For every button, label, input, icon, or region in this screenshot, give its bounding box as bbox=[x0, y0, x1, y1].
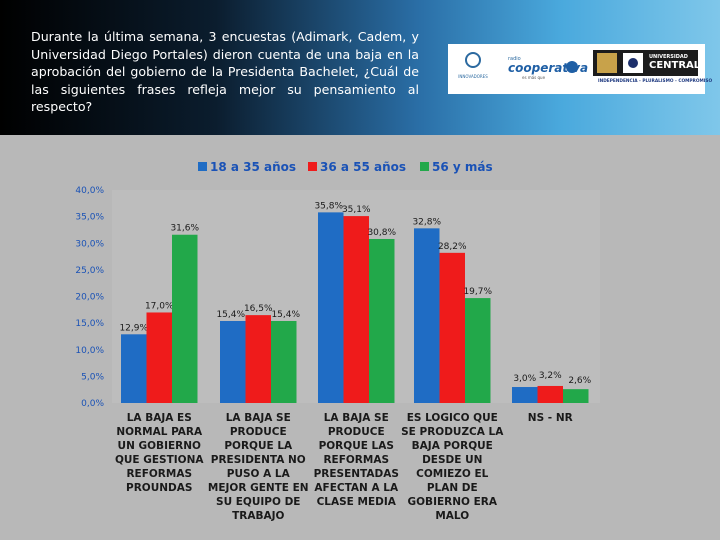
udp-seal-icon bbox=[623, 53, 643, 73]
bar bbox=[172, 234, 198, 403]
innovadores-logo: INNOVADORES bbox=[458, 50, 488, 90]
bar-chart: 0,0% 5,0% 10,0% 15,0% 20,0% 25,0% 30,0% 35,0% 40… bbox=[75, 160, 600, 522]
category-label: LA BAJA ES bbox=[127, 412, 192, 424]
category-label: PROUNDAS bbox=[126, 482, 192, 494]
category-label: AFECTAN A LA bbox=[314, 482, 399, 494]
category-label: PLAN DE bbox=[427, 482, 478, 494]
category-label: REFORMAS bbox=[126, 468, 192, 480]
y-tick-label: 30,0% bbox=[75, 239, 104, 249]
udp-name-line1: UNIVERSIDAD bbox=[649, 54, 688, 60]
category-label: NORMAL PARA bbox=[116, 426, 203, 438]
category-label: PRESIDENTA NO bbox=[211, 454, 306, 466]
data-label: 17,0% bbox=[145, 301, 174, 311]
category-label: QUE GESTIONA bbox=[115, 454, 204, 466]
category-label: PRODUCE bbox=[328, 426, 385, 438]
category-label: PUSO A LA bbox=[227, 468, 291, 480]
sponsor-logos: INNOVADORES radio cooperativa es más que… bbox=[448, 44, 712, 94]
legend-label: 56 y más bbox=[432, 160, 493, 174]
survey-question: Durante la última semana, 3 encuestas (A… bbox=[31, 29, 419, 115]
category-label: COMIEZO EL bbox=[416, 468, 489, 480]
cooperativa-logo: radio cooperativa es más que bbox=[508, 56, 588, 82]
legend-swatch bbox=[198, 162, 207, 171]
cooperativa-circle-icon bbox=[566, 61, 578, 73]
bar bbox=[414, 228, 440, 403]
innovadores-text: INNOVADORES bbox=[458, 74, 488, 79]
y-tick-label: 25,0% bbox=[75, 266, 104, 276]
y-tick-label: 35,0% bbox=[75, 213, 104, 223]
udp-tagline: INDEPENDENCIA - PLURALISMO - COMPROMISO bbox=[598, 79, 713, 84]
bar bbox=[318, 212, 344, 403]
bar bbox=[512, 387, 538, 403]
category-label: LA BAJA SE bbox=[226, 412, 291, 424]
legend-label: 18 a 35 años bbox=[210, 160, 296, 174]
bar bbox=[245, 315, 271, 403]
y-tick-label: 10,0% bbox=[75, 346, 104, 356]
legend-label: 36 a 55 años bbox=[320, 160, 406, 174]
data-label: 3,2% bbox=[539, 371, 562, 381]
category-label: NS - NR bbox=[528, 412, 573, 424]
cooperativa-small: radio bbox=[508, 56, 521, 62]
data-label: 32,8% bbox=[412, 217, 441, 227]
header-banner: Durante la última semana, 3 encuestas (A… bbox=[0, 0, 720, 135]
data-label: 30,8% bbox=[367, 228, 396, 238]
category-label: PRESENTADAS bbox=[314, 468, 399, 480]
y-tick-label: 0,0% bbox=[81, 399, 104, 409]
category-label: PRODUCE bbox=[230, 426, 287, 438]
category-label: UN GOBIERNO bbox=[118, 440, 201, 452]
category-label: LA BAJA SE bbox=[324, 412, 389, 424]
bar bbox=[563, 389, 589, 403]
category-label: GOBIERNO ERA bbox=[408, 496, 498, 508]
category-label: ES LOGICO QUE bbox=[407, 412, 498, 424]
bar bbox=[537, 385, 563, 403]
data-label: 31,6% bbox=[170, 224, 199, 234]
y-tick-label: 40,0% bbox=[75, 186, 104, 196]
data-label: 3,0% bbox=[513, 374, 536, 384]
category-label: REFORMAS bbox=[323, 454, 389, 466]
bar bbox=[439, 252, 465, 403]
data-label: 2,6% bbox=[568, 376, 591, 386]
data-label: 19,7% bbox=[463, 287, 492, 297]
category-label: TRABAJO bbox=[232, 510, 284, 522]
category-label: MEJOR GENTE EN bbox=[208, 482, 309, 494]
y-tick-label: 20,0% bbox=[75, 293, 104, 303]
bar bbox=[121, 334, 147, 403]
category-label: PORQUE LAS bbox=[319, 440, 394, 452]
category-label: SE PRODUZCA LA bbox=[401, 426, 504, 438]
category-label: DESDE UN bbox=[422, 454, 482, 466]
cooperativa-tagline: es más que bbox=[522, 75, 546, 80]
universidad-central-logo: UNIVERSIDAD CENTRAL bbox=[593, 50, 701, 76]
legend-swatch bbox=[420, 162, 429, 171]
category-label: BAJA PORQUE bbox=[412, 440, 493, 452]
data-label: 16,5% bbox=[244, 304, 273, 314]
innovadores-mark-icon bbox=[465, 52, 481, 68]
bar bbox=[271, 320, 297, 403]
udp-name-line2: CENTRAL bbox=[649, 60, 701, 71]
category-label: MALO bbox=[435, 510, 469, 522]
category-label: PORQUE LA bbox=[224, 440, 293, 452]
bar bbox=[220, 320, 246, 403]
bar bbox=[369, 238, 395, 403]
legend-swatch bbox=[308, 162, 317, 171]
bar bbox=[465, 298, 491, 403]
data-label: 12,9% bbox=[119, 323, 148, 333]
data-label: 28,2% bbox=[438, 242, 467, 252]
data-label: 15,4% bbox=[271, 310, 300, 320]
data-label: 15,4% bbox=[216, 310, 245, 320]
y-tick-label: 5,0% bbox=[81, 372, 104, 382]
category-label: CLASE MEDIA bbox=[317, 496, 397, 508]
bar bbox=[146, 312, 172, 403]
category-label: SU EQUIPO DE bbox=[216, 496, 300, 508]
udp-crest-icon bbox=[597, 53, 617, 73]
y-tick-label: 15,0% bbox=[75, 319, 104, 329]
bar bbox=[343, 216, 369, 403]
data-label: 35,8% bbox=[314, 201, 343, 211]
data-label: 35,1% bbox=[342, 205, 371, 215]
